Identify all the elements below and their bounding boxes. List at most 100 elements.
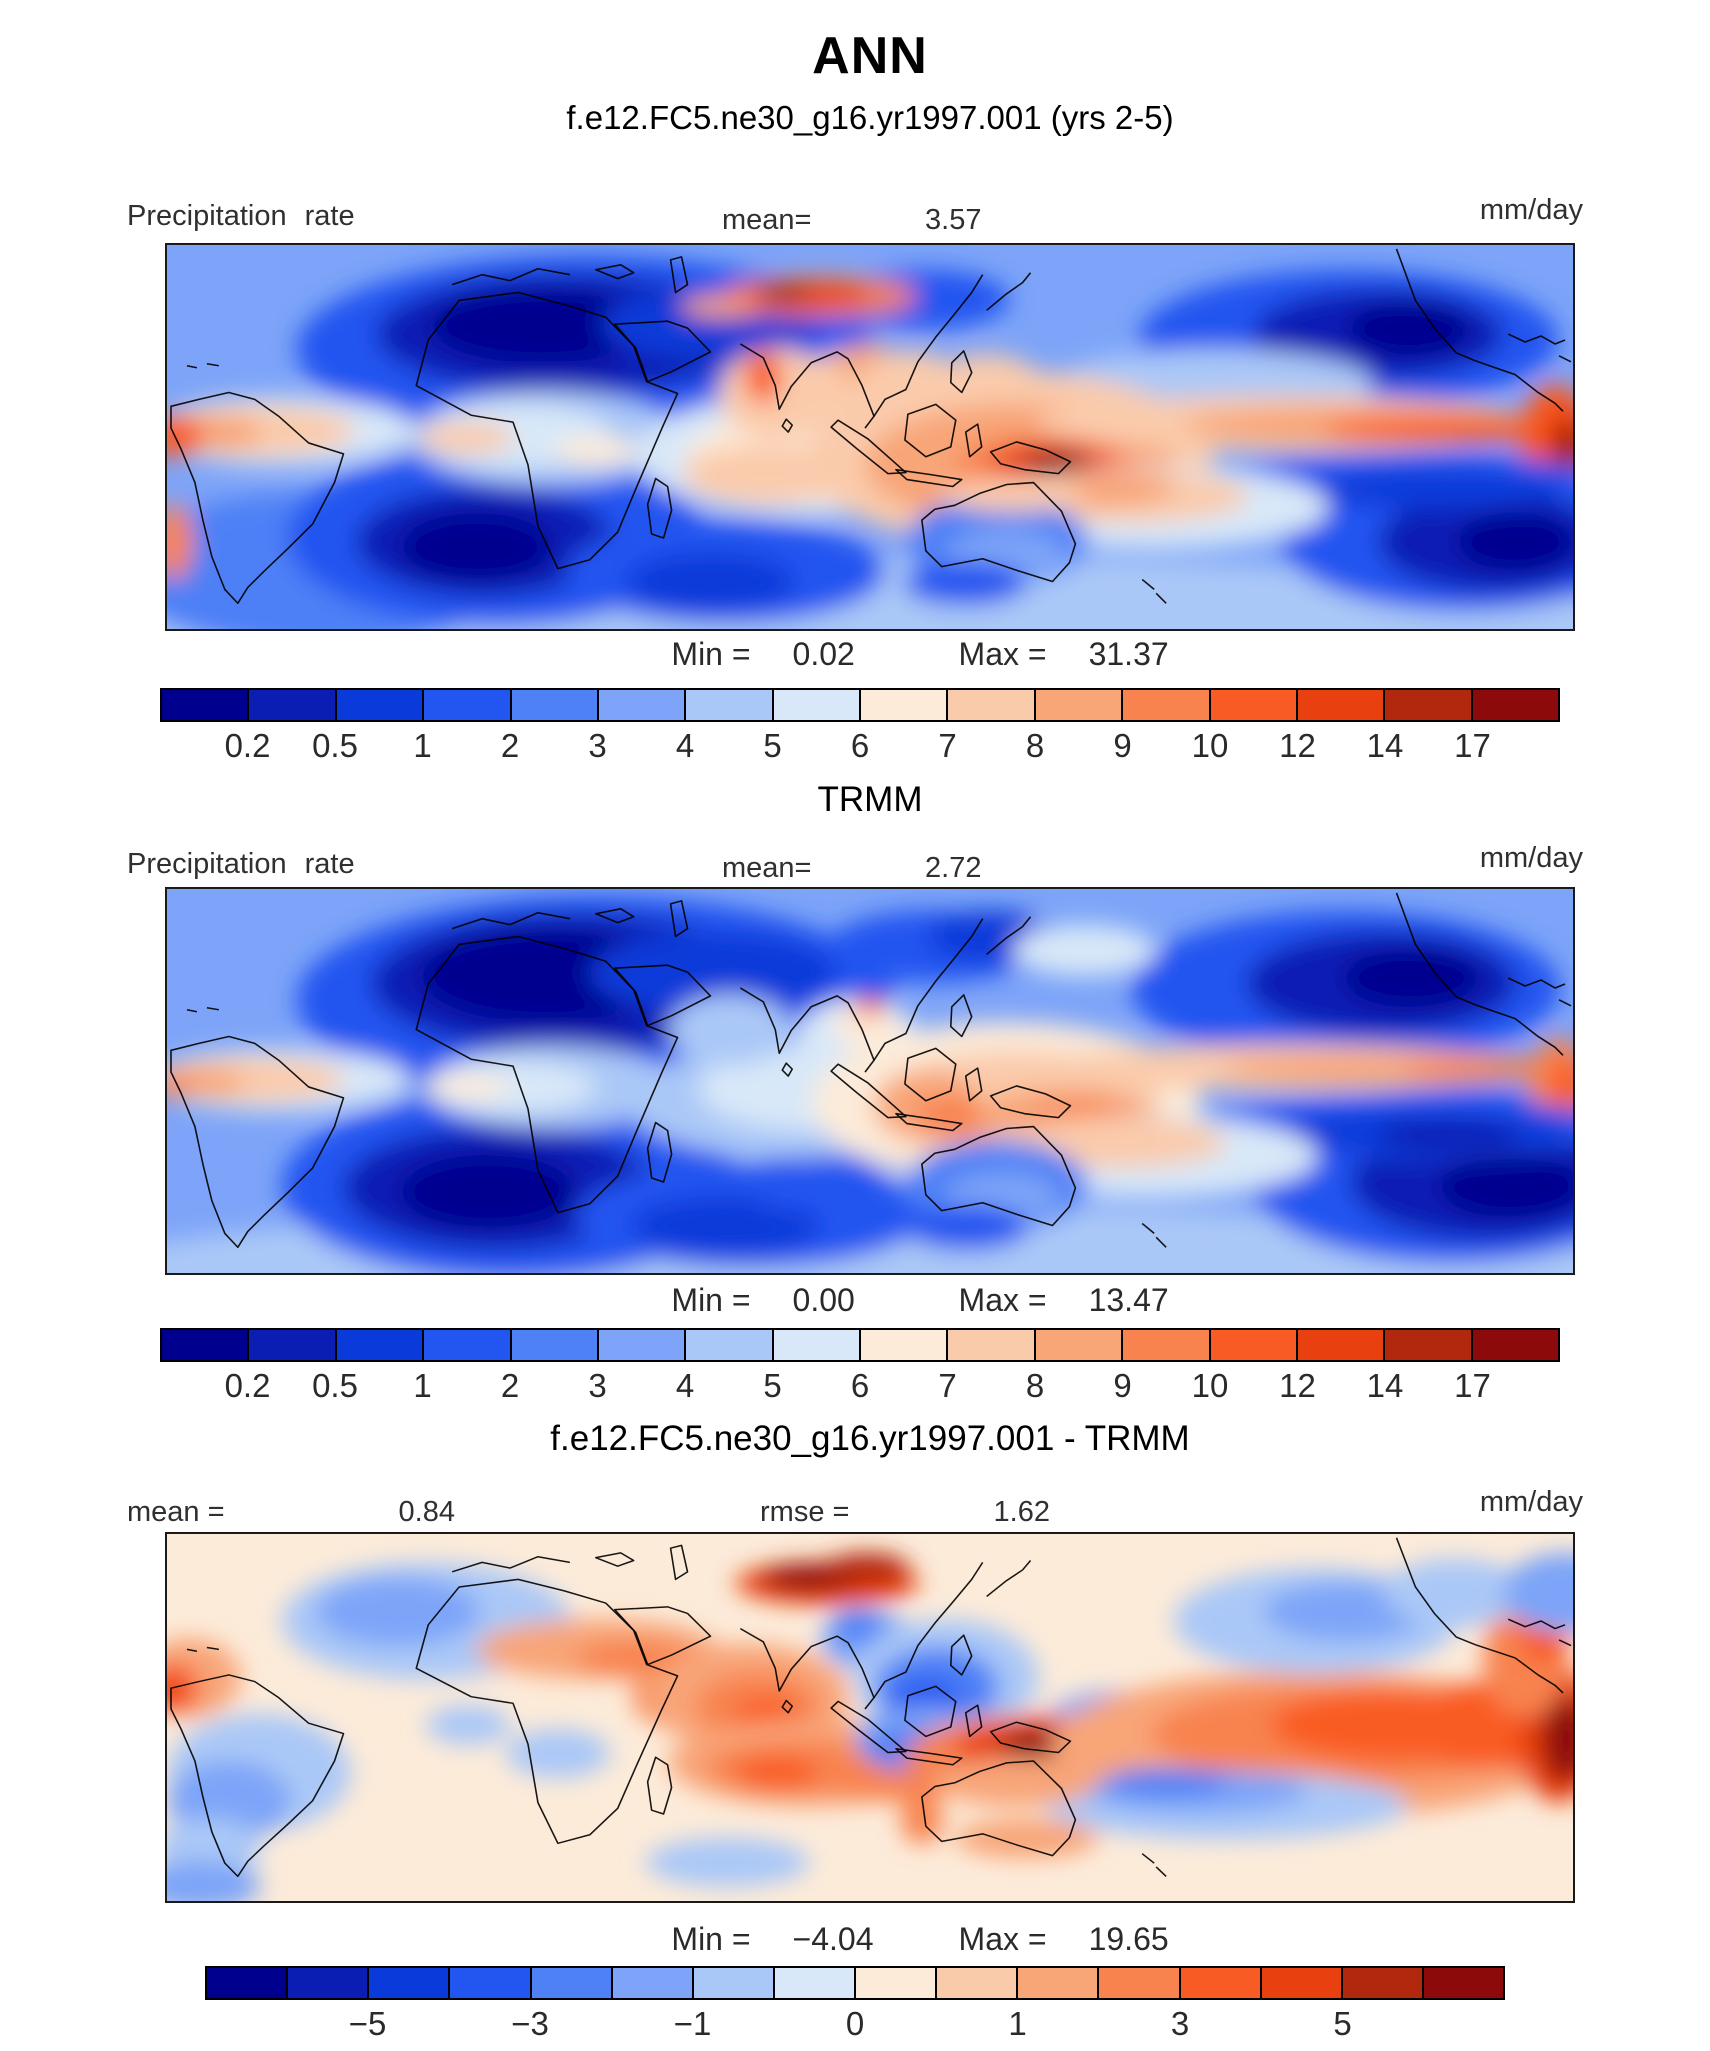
- precip-map-case: [165, 243, 1575, 631]
- colorbar-cell: [1208, 690, 1296, 720]
- colorbar-tick-label: 10: [1191, 1367, 1229, 1404]
- colorbar-cell: [610, 1968, 692, 1998]
- min-label: Min =: [671, 1282, 751, 1318]
- colorbar-tick-label: 4: [675, 1367, 695, 1404]
- colorbar-tick-label: 14: [1366, 1367, 1404, 1404]
- colorbar-tick-label: 2: [500, 1367, 520, 1404]
- colorbar-tick-label: 8: [1025, 727, 1045, 764]
- colorbar-obs: [160, 1328, 1560, 1362]
- colorbar-tick-label: 3: [588, 727, 607, 764]
- min-value: 0.00: [792, 1282, 855, 1318]
- figure-case-subtitle: f.e12.FC5.ne30_g16.yr1997.001 (yrs 2-5): [566, 99, 1174, 136]
- colorbar-cell: [334, 1330, 423, 1360]
- contour-field-layer: [167, 895, 1573, 1273]
- max-value: 19.65: [1088, 1921, 1169, 1957]
- colorbar-tick-label: 0.2: [224, 1367, 271, 1404]
- colorbar-tick-label: 7: [938, 1367, 957, 1404]
- colorbar-cell: [596, 690, 685, 720]
- colorbar-tick-label: −3: [511, 2005, 549, 2042]
- colorbar-cell: [162, 1330, 248, 1360]
- colorbar-cell: [509, 1330, 597, 1360]
- mean-readout: mean= 2.72: [722, 852, 981, 885]
- min-label: Min =: [671, 636, 751, 672]
- panel-obs-minmax: Min = 0.00 Max = 13.47: [265, 1282, 1605, 1319]
- units-label: mm/day: [1479, 1486, 1583, 1518]
- colorbar-tick-label: 5: [763, 727, 782, 764]
- colorbar-cell: [1259, 1968, 1341, 1998]
- colorbar-tick-label: 7: [938, 727, 957, 764]
- panel-diff-header: mean = 0.84 rmse = 1.62 mm/day: [127, 1486, 1583, 1532]
- colorbar-tick-label: 1: [1008, 2005, 1027, 2042]
- precip-map-canvas: [167, 245, 1573, 629]
- field-label: Precipitation rate: [127, 848, 355, 880]
- colorbar-cell: [946, 1330, 1034, 1360]
- precip-map-diff: [165, 1532, 1575, 1903]
- mean-label: mean =: [127, 1496, 225, 1528]
- colorbar-tick-label: 1: [413, 1367, 432, 1404]
- colorbar-cell: [1470, 1330, 1558, 1360]
- max-value: 31.37: [1088, 636, 1169, 672]
- panel-case-header: Precipitation rate mean= 3.57 mm/day: [127, 194, 1583, 240]
- colorbar-cell: [247, 690, 335, 720]
- colorbar-cell: [1295, 1330, 1384, 1360]
- min-label: Min =: [671, 1921, 751, 1957]
- colorbar-tick-label: 1: [413, 727, 432, 764]
- colorbar-cell: [448, 1968, 530, 1998]
- colorbar-cell: [247, 1330, 335, 1360]
- colorbar-cell: [1421, 1968, 1503, 1998]
- precip-map-canvas: [167, 1534, 1573, 1901]
- colorbar-cell: [422, 1330, 510, 1360]
- colorbar-cell: [1470, 690, 1558, 720]
- colorbar-tick-label: 0: [845, 2005, 865, 2042]
- colorbar-cell: [1295, 690, 1384, 720]
- colorbar-tick-label: 9: [1113, 1367, 1132, 1404]
- colorbar-tick-label: 3: [588, 1367, 607, 1404]
- colorbar-cell: [935, 1968, 1017, 1998]
- mean-value: 3.57: [925, 204, 982, 236]
- field-label: Precipitation rate: [127, 200, 355, 232]
- colorbar-tick-label: −1: [673, 2005, 712, 2042]
- colorbar-cell: [1121, 1330, 1209, 1360]
- coastlines-layer: [170, 892, 1572, 1249]
- max-label: Max =: [958, 1282, 1047, 1318]
- colorbar-cell: [1033, 1330, 1122, 1360]
- colorbar-cell: [207, 1968, 287, 1998]
- colorbar-cell: [286, 1968, 368, 1998]
- colorbar-cell: [367, 1968, 449, 1998]
- colorbar-cell: [422, 690, 510, 720]
- colorbar-cell: [162, 690, 248, 720]
- colorbar-tick-label: 3: [1170, 2005, 1190, 2042]
- colorbar-tick-label: 0.5: [312, 727, 358, 764]
- units-label: mm/day: [1479, 194, 1583, 226]
- colorbar-cell: [1016, 1968, 1098, 1998]
- panel-obs-header: Precipitation rate mean= 2.72 mm/day: [127, 842, 1583, 888]
- colorbar-cell: [334, 690, 423, 720]
- colorbar-tick-label: 14: [1366, 727, 1404, 764]
- colorbar-tick-label: 10: [1191, 727, 1229, 764]
- max-label: Max =: [958, 1921, 1047, 1957]
- colorbar-case-labels: 0.2 0.5 1 2 3 4 5 6 7 8 9 10 12 14 17: [160, 727, 1560, 769]
- colorbar-cell: [771, 690, 859, 720]
- colorbar-obs-labels: 0.2 0.5 1 2 3 4 5 6 7 8 9 10 12 14 17: [160, 1367, 1560, 1409]
- colorbar-cell: [854, 1968, 936, 1998]
- panel-obs-title: TRMM: [817, 780, 923, 819]
- colorbar-cell: [1097, 1968, 1179, 1998]
- contour-field-layer: [167, 254, 1573, 629]
- precip-map-canvas: [167, 889, 1573, 1273]
- rmse-label: rmse =: [760, 1496, 850, 1528]
- colorbar-tick-label: 5: [763, 1367, 782, 1404]
- figure-season-title: ANN: [812, 27, 928, 85]
- colorbar-cell: [1178, 1968, 1260, 1998]
- max-label: Max =: [958, 636, 1047, 672]
- colorbar-tick-label: 6: [850, 1367, 870, 1404]
- colorbar-tick-label: 2: [500, 727, 520, 764]
- colorbar-tick-label: 4: [675, 727, 695, 764]
- colorbar-tick-label: −5: [348, 2005, 387, 2042]
- colorbar-tick-label: 12: [1279, 1367, 1316, 1404]
- colorbar-cell: [946, 690, 1034, 720]
- colorbar-cell: [1033, 690, 1122, 720]
- mean-readout: mean= 3.57: [722, 204, 981, 237]
- colorbar-cell: [1121, 690, 1209, 720]
- panel-diff-title: f.e12.FC5.ne30_g16.yr1997.001 - TRMM: [550, 1419, 1190, 1458]
